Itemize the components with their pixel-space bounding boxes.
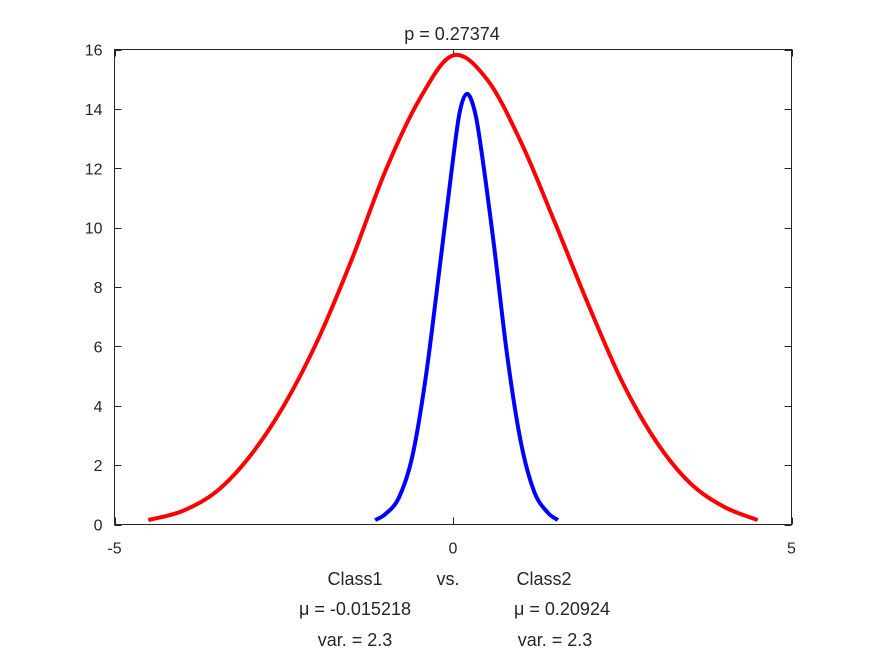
class1-mu: μ = -0.015218 <box>299 599 411 619</box>
x-tick-label: 0 <box>449 541 458 558</box>
chart-title: p = 0.27374 <box>404 24 500 44</box>
x-tick-label: -5 <box>107 541 121 558</box>
y-tick-label: 0 <box>94 518 103 535</box>
class2-mu: μ = 0.20924 <box>514 599 610 619</box>
class1-var: var. = 2.3 <box>318 630 393 650</box>
class2-label: Class2 <box>516 569 571 589</box>
class2-var: var. = 2.3 <box>518 630 593 650</box>
series-2-line <box>374 91 560 522</box>
y-tick-label: 14 <box>85 102 103 119</box>
y-tick-label: 4 <box>94 399 103 416</box>
vs-label: vs. <box>436 569 459 589</box>
series-1-line <box>147 52 759 522</box>
curves <box>147 52 759 522</box>
class1-label: Class1 <box>327 569 382 589</box>
y-tick-label: 2 <box>94 458 103 475</box>
caption: Class1 vs. Class2 μ = -0.015218 μ = 0.20… <box>299 569 610 650</box>
y-tick-label: 6 <box>94 339 103 356</box>
y-tick-label: 8 <box>94 280 103 297</box>
y-tick-label: 10 <box>85 221 103 238</box>
y-tick-label: 16 <box>85 43 103 60</box>
y-tick-label: 12 <box>85 161 103 178</box>
x-tick-label: 5 <box>787 541 796 558</box>
